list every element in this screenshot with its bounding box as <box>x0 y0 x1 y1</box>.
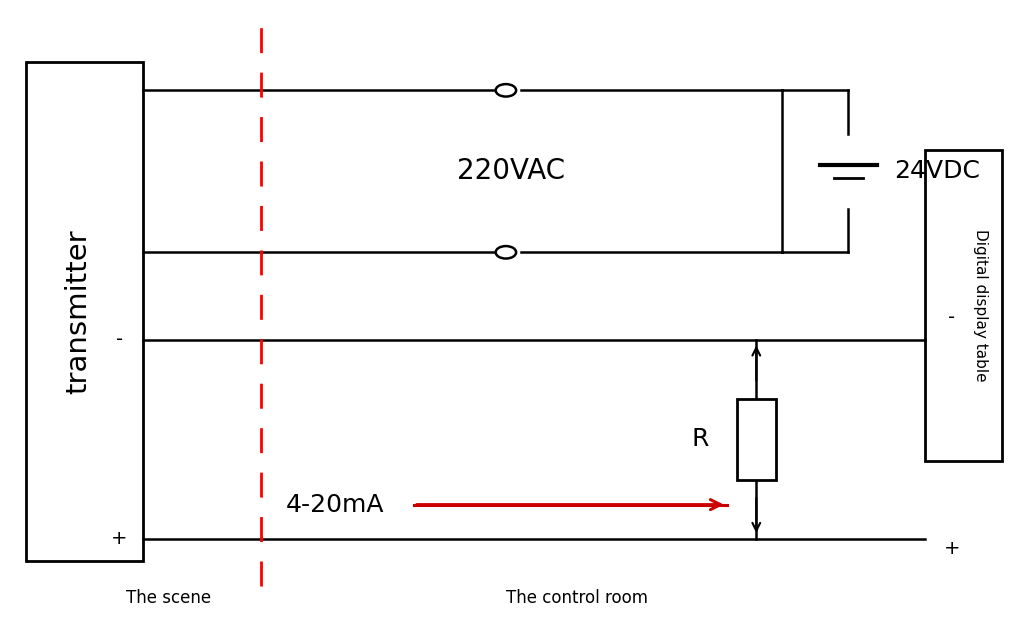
Circle shape <box>496 84 516 97</box>
Circle shape <box>496 246 516 259</box>
Text: 220VAC: 220VAC <box>457 158 565 185</box>
Text: +: + <box>111 530 128 548</box>
Text: Digital display table: Digital display table <box>973 229 987 381</box>
Text: 4-20mA: 4-20mA <box>286 493 384 516</box>
Text: -: - <box>117 330 123 349</box>
Text: The control room: The control room <box>507 589 648 607</box>
Bar <box>737 399 776 480</box>
Text: 24VDC: 24VDC <box>894 159 980 183</box>
Text: transmitter: transmitter <box>64 229 92 394</box>
Bar <box>925 150 1002 461</box>
Text: The scene: The scene <box>126 589 212 607</box>
Bar <box>26 62 143 561</box>
Text: -: - <box>948 308 956 327</box>
Text: +: + <box>943 539 960 558</box>
Text: R: R <box>691 427 709 451</box>
